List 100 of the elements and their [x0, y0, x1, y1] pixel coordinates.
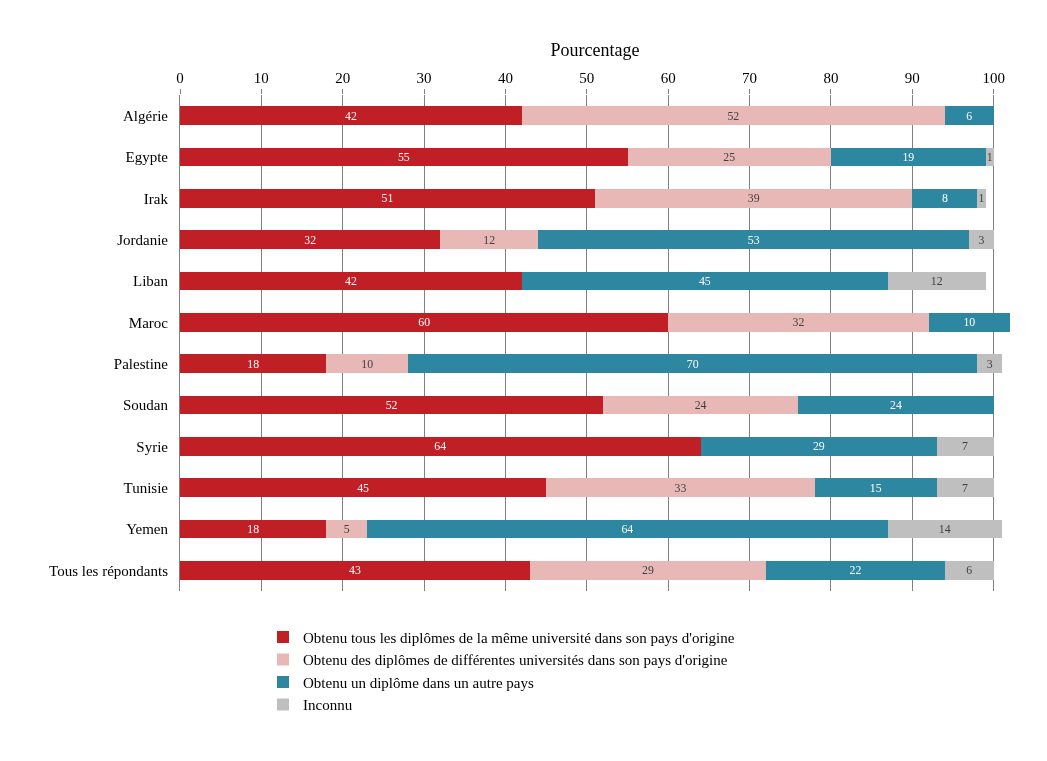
data-label: 45: [357, 480, 370, 495]
bar: [326, 519, 368, 539]
x-tick-label: 20: [335, 70, 351, 86]
data-label: 7: [962, 480, 969, 495]
y-tick-label: Tous les répondants: [49, 562, 169, 579]
bar: [180, 230, 441, 249]
data-label: 52: [385, 397, 398, 412]
data-label: 39: [747, 191, 760, 206]
bar: [668, 313, 929, 332]
bar: [700, 437, 937, 456]
x-axis-title: Pourcentage: [550, 40, 640, 61]
y-tick-label: Maroc: [128, 314, 169, 331]
bar: [521, 271, 888, 291]
data-label: 1: [986, 149, 993, 164]
x-tick-label: 80: [823, 70, 839, 86]
bar: [180, 147, 628, 167]
data-label: 18: [247, 356, 260, 371]
bar: [798, 395, 994, 415]
bar: [936, 437, 994, 456]
bar: [928, 313, 1010, 332]
y-tick-label: Tunisie: [123, 479, 169, 496]
data-label: 45: [698, 273, 711, 288]
data-label: 12: [930, 273, 943, 288]
data-label: 24: [694, 397, 707, 412]
x-tick-label: 40: [497, 70, 513, 86]
data-label: 32: [304, 232, 317, 247]
x-tick-label: 10: [253, 70, 269, 86]
data-label: 70: [686, 356, 699, 371]
bar: [180, 478, 547, 497]
data-label: 53: [747, 232, 760, 247]
bar: [603, 395, 799, 415]
bar: [887, 271, 986, 291]
bar: [830, 147, 986, 167]
bar: [814, 478, 937, 497]
y-tick-label: Soudan: [123, 397, 169, 414]
bar: [627, 147, 831, 167]
data-label: 5: [343, 521, 350, 536]
x-tick-label: 0: [176, 70, 184, 86]
data-label: 42: [344, 273, 357, 288]
bar: [180, 437, 701, 456]
data-label: 22: [849, 563, 862, 578]
data-label: 15: [869, 480, 882, 495]
data-label: 1: [978, 191, 985, 206]
bar: [180, 354, 327, 373]
data-label: 29: [641, 563, 654, 578]
x-tick-label: 100: [982, 70, 1005, 86]
bar: [944, 106, 994, 125]
bar: [440, 230, 539, 249]
data-label: 42: [344, 108, 357, 123]
bar: [546, 478, 815, 497]
bar: [887, 519, 1002, 539]
y-tick-label: Jordanie: [117, 231, 169, 248]
y-tick-label: Yemen: [126, 521, 169, 538]
x-tick-label: 90: [904, 70, 920, 86]
legend-label: Obtenu un diplôme dans un autre pays: [303, 674, 534, 691]
x-tick-label: 30: [416, 70, 432, 86]
x-tick-label: 70: [742, 70, 758, 86]
bar: [180, 395, 604, 415]
data-label: 60: [418, 315, 431, 330]
legend-label: Inconnu: [303, 697, 353, 714]
y-tick-label: Algérie: [123, 107, 169, 124]
data-label: 55: [397, 149, 410, 164]
bar: [977, 354, 1002, 373]
bar: [180, 313, 669, 332]
y-tick-label: Liban: [133, 273, 169, 290]
data-label: 7: [962, 439, 969, 454]
bar: [180, 519, 327, 539]
data-label: 12: [483, 232, 496, 247]
bar: [765, 561, 945, 580]
bar: [180, 189, 595, 208]
data-label: 3: [986, 356, 993, 371]
x-tick-label: 50: [579, 70, 595, 86]
data-label: 51: [381, 191, 394, 206]
data-label: 29: [812, 439, 825, 454]
data-label: 33: [674, 480, 687, 495]
data-label: 52: [727, 108, 740, 123]
data-label: 6: [966, 563, 973, 578]
bar: [944, 561, 994, 580]
bar: [180, 561, 530, 580]
bar: [180, 106, 522, 125]
bar: [936, 478, 994, 497]
data-label: 32: [792, 315, 805, 330]
bar: [367, 519, 888, 539]
data-label: 24: [889, 397, 902, 412]
bar: [521, 106, 945, 125]
bar: [912, 189, 978, 208]
y-tick-label: Palestine: [113, 355, 169, 372]
data-label: 6: [966, 108, 973, 123]
data-label: 64: [434, 439, 447, 454]
legend-label: Obtenu tous les diplômes de la même université dans son pays d'origine: [303, 629, 735, 646]
bar: [969, 230, 994, 249]
data-label: 3: [978, 232, 985, 247]
y-tick-label: Syrie: [136, 438, 169, 455]
bar: [529, 561, 766, 580]
data-label: 43: [349, 563, 361, 578]
data-label: 8: [941, 191, 948, 206]
bar: [407, 354, 978, 373]
bar: [180, 271, 522, 291]
data-label: 14: [938, 521, 951, 536]
data-label: 64: [621, 521, 634, 536]
